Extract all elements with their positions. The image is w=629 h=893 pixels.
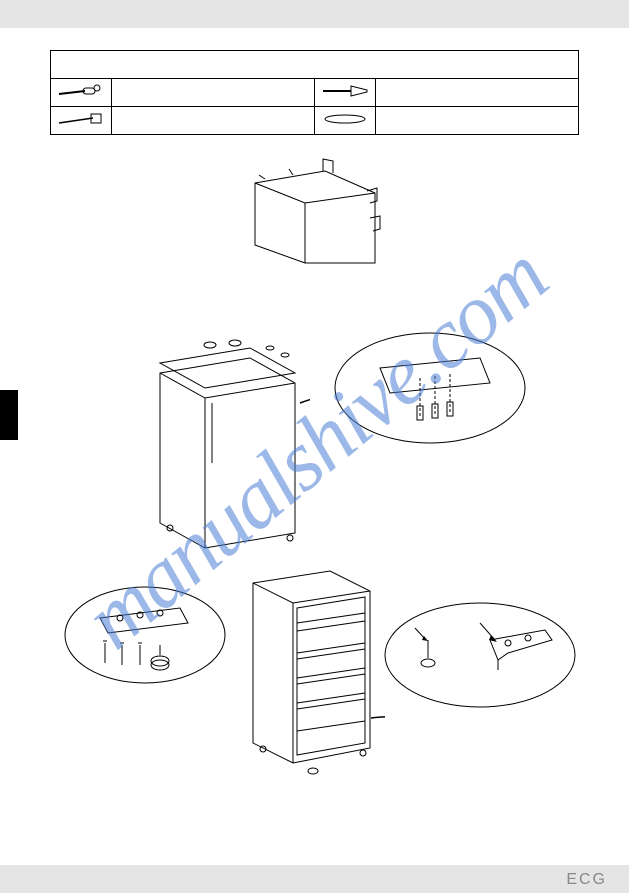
tool-label-2: [376, 79, 579, 107]
figure-fridge-open: [235, 553, 385, 778]
tool-icon-mallet: [51, 107, 112, 135]
tool-label-4: [376, 107, 579, 135]
figures: [50, 153, 579, 803]
figure-screw-detail: [330, 328, 530, 448]
figure-fridge-closed: [140, 333, 310, 553]
tool-label-3: [112, 107, 315, 135]
figure-bolt-bracket: [380, 598, 580, 713]
tool-icon-screwdriver: [51, 79, 112, 107]
footer-band: ECG: [0, 865, 629, 893]
figure-top-box: [245, 153, 385, 268]
header-band: [0, 0, 629, 28]
tools-header: [51, 51, 579, 79]
page-content: [0, 28, 629, 803]
tool-icon-spatula: [315, 79, 376, 107]
footer-logo: ECG: [566, 871, 607, 889]
tool-icon-spanner: [315, 107, 376, 135]
tool-label-1: [112, 79, 315, 107]
side-tab: [0, 390, 18, 440]
figure-hinge-parts: [60, 583, 230, 688]
tools-table: [50, 50, 579, 135]
